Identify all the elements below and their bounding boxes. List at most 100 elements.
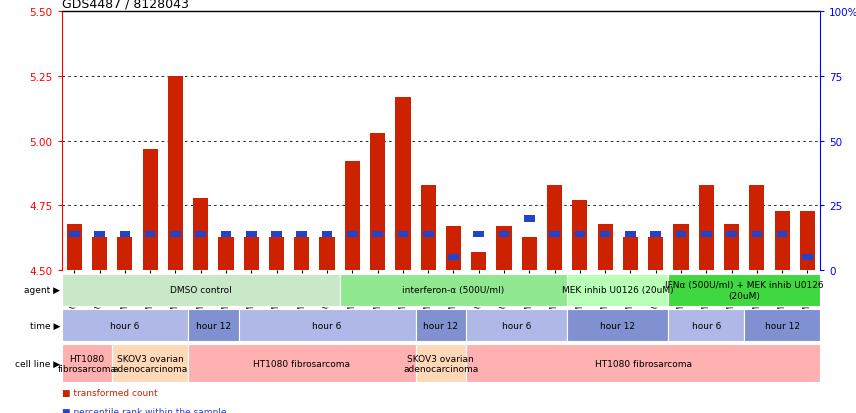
Text: hour 12: hour 12 bbox=[600, 321, 635, 330]
Bar bbox=[188, 344, 415, 382]
Bar bbox=[415, 309, 467, 342]
Bar bbox=[145, 231, 156, 237]
Text: hour 12: hour 12 bbox=[424, 321, 458, 330]
Bar bbox=[669, 274, 820, 306]
Text: time ▶: time ▶ bbox=[30, 321, 60, 330]
Text: DMSO control: DMSO control bbox=[169, 286, 232, 294]
Bar bbox=[271, 231, 282, 237]
Bar bbox=[415, 344, 467, 382]
Bar bbox=[744, 309, 820, 342]
Text: hour 6: hour 6 bbox=[110, 321, 140, 330]
Bar bbox=[168, 77, 183, 271]
Bar bbox=[269, 237, 284, 271]
Bar bbox=[446, 227, 461, 271]
Bar bbox=[62, 344, 112, 382]
Bar bbox=[221, 231, 231, 237]
Bar bbox=[467, 344, 820, 382]
Bar bbox=[749, 185, 764, 271]
Bar bbox=[420, 185, 436, 271]
Bar bbox=[623, 237, 638, 271]
Bar bbox=[170, 231, 181, 237]
Bar bbox=[218, 237, 234, 271]
Text: SKOV3 ovarian
adenocarcinoma: SKOV3 ovarian adenocarcinoma bbox=[112, 354, 187, 373]
Bar bbox=[117, 237, 133, 271]
Text: hour 6: hour 6 bbox=[692, 321, 721, 330]
Bar bbox=[244, 237, 259, 271]
Bar bbox=[471, 252, 486, 271]
Text: hour 12: hour 12 bbox=[764, 321, 800, 330]
Bar bbox=[698, 185, 714, 271]
Bar bbox=[143, 149, 158, 271]
Bar bbox=[802, 254, 812, 261]
Bar bbox=[340, 274, 568, 306]
Bar bbox=[67, 224, 82, 271]
Text: HT1080
fibrosarcoma: HT1080 fibrosarcoma bbox=[57, 354, 116, 373]
Bar bbox=[550, 231, 560, 237]
Text: HT1080 fibrosarcoma: HT1080 fibrosarcoma bbox=[595, 359, 692, 368]
Bar bbox=[294, 237, 309, 271]
Bar bbox=[473, 231, 484, 237]
Bar bbox=[597, 224, 613, 271]
Bar bbox=[701, 231, 711, 237]
Bar bbox=[675, 231, 687, 237]
Text: HT1080 fibrosarcoma: HT1080 fibrosarcoma bbox=[253, 359, 350, 368]
Bar bbox=[92, 237, 107, 271]
Bar bbox=[651, 231, 661, 237]
Text: hour 6: hour 6 bbox=[502, 321, 532, 330]
Bar bbox=[69, 231, 80, 237]
Text: IFNα (500U/ml) + MEK inhib U0126
(20uM): IFNα (500U/ml) + MEK inhib U0126 (20uM) bbox=[665, 280, 823, 300]
Bar bbox=[423, 231, 433, 237]
Bar bbox=[193, 198, 208, 271]
Bar bbox=[120, 231, 130, 237]
Bar bbox=[800, 211, 815, 271]
Bar bbox=[496, 227, 512, 271]
Bar bbox=[319, 237, 335, 271]
Bar bbox=[726, 231, 737, 237]
Bar bbox=[239, 309, 415, 342]
Text: agent ▶: agent ▶ bbox=[24, 286, 60, 294]
Text: GDS4487 / 8128043: GDS4487 / 8128043 bbox=[62, 0, 188, 10]
Bar bbox=[372, 231, 383, 237]
Bar bbox=[112, 344, 188, 382]
Bar bbox=[568, 274, 669, 306]
Bar bbox=[449, 254, 459, 261]
Bar bbox=[397, 231, 408, 237]
Bar bbox=[625, 231, 636, 237]
Bar bbox=[648, 237, 663, 271]
Text: MEK inhib U0126 (20uM): MEK inhib U0126 (20uM) bbox=[562, 286, 674, 294]
Bar bbox=[62, 309, 188, 342]
Text: interferon-α (500U/ml): interferon-α (500U/ml) bbox=[402, 286, 504, 294]
Text: hour 6: hour 6 bbox=[312, 321, 342, 330]
Bar bbox=[370, 134, 385, 271]
Text: hour 12: hour 12 bbox=[196, 321, 231, 330]
Bar bbox=[524, 216, 535, 222]
Text: ■ percentile rank within the sample: ■ percentile rank within the sample bbox=[62, 407, 226, 413]
Text: SKOV3 ovarian
adenocarcinoma: SKOV3 ovarian adenocarcinoma bbox=[403, 354, 479, 373]
Bar bbox=[600, 231, 610, 237]
Bar bbox=[522, 237, 537, 271]
Bar bbox=[547, 185, 562, 271]
Bar bbox=[467, 309, 568, 342]
Bar bbox=[574, 231, 586, 237]
Bar bbox=[188, 309, 239, 342]
Bar bbox=[669, 309, 744, 342]
Bar bbox=[499, 231, 509, 237]
Bar bbox=[246, 231, 257, 237]
Bar bbox=[395, 97, 411, 271]
Bar bbox=[347, 231, 358, 237]
Bar bbox=[776, 231, 788, 237]
Bar bbox=[573, 201, 587, 271]
Text: cell line ▶: cell line ▶ bbox=[15, 359, 60, 368]
Bar bbox=[568, 309, 669, 342]
Bar bbox=[195, 231, 206, 237]
Bar bbox=[322, 231, 332, 237]
Bar bbox=[296, 231, 307, 237]
Bar bbox=[94, 231, 105, 237]
Bar bbox=[345, 162, 360, 271]
Text: ■ transformed count: ■ transformed count bbox=[62, 388, 158, 397]
Bar bbox=[752, 231, 762, 237]
Bar bbox=[724, 224, 739, 271]
Bar bbox=[62, 274, 340, 306]
Bar bbox=[775, 211, 790, 271]
Bar bbox=[674, 224, 688, 271]
